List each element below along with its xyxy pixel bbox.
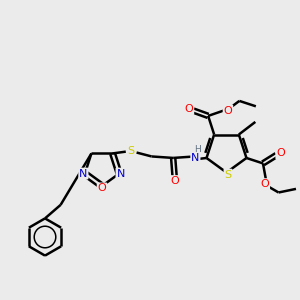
Text: N: N — [191, 153, 200, 163]
Text: N: N — [79, 169, 88, 178]
Text: N: N — [116, 169, 125, 178]
Text: O: O — [98, 183, 106, 194]
Text: O: O — [224, 106, 232, 116]
Text: O: O — [260, 179, 269, 189]
Text: S: S — [128, 146, 135, 156]
Text: S: S — [224, 169, 232, 180]
Text: O: O — [276, 148, 285, 158]
Text: H: H — [194, 145, 201, 154]
Text: O: O — [184, 104, 193, 114]
Text: O: O — [170, 176, 179, 186]
